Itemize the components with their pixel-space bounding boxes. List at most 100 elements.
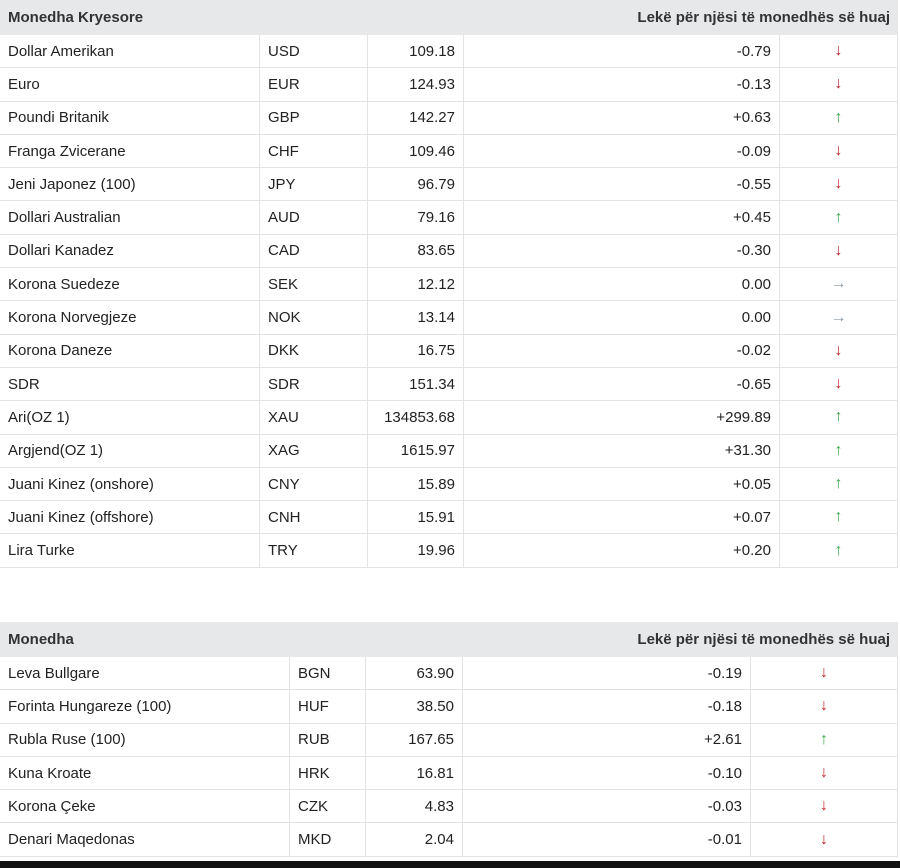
currency-code: RUB [290,723,366,756]
currency-name: Juani Kinez (offshore) [0,501,260,534]
currency-code: CHF [260,134,368,168]
arrow-down-icon: ↓ [780,134,898,168]
table-row: Korona Çeke CZK 4.83 -0.03 ↓ [0,790,898,824]
header-rate-label: Lekë për njësi të monedhës së huaj [637,9,890,26]
table-row: Juani Kinez (onshore) CNY 15.89 +0.05 ↑ [0,467,898,502]
exchange-rate: 83.65 [368,234,464,268]
currency-name: Korona Norvegjeze [0,301,260,334]
arrow-down-icon: ↓ [751,790,898,823]
currency-code: DKK [260,334,368,367]
other-currencies-table: Monedha Lekë për njësi të monedhës së hu… [0,622,898,857]
rate-change: -0.13 [464,68,780,101]
table-body: Leva Bullgare BGN 63.90 -0.19 ↓ Forinta Hunga… [0,657,898,857]
table-row: Forinta Hungareze (100) HUF 38.50 -0.18 ↓ [0,690,898,724]
currency-code: EUR [260,68,368,101]
table-row: Juani Kinez (offshore) CNH 15.91 +0.07 ↑ [0,501,898,535]
table-row: Kuna Kroate HRK 16.81 -0.10 ↓ [0,756,898,791]
table-row: SDR SDR 151.34 -0.65 ↓ [0,367,898,402]
arrow-down-icon: ↓ [751,756,898,790]
arrow-up-icon: ↑ [751,723,898,756]
exchange-rate: 1615.97 [368,434,464,467]
currency-name: Leva Bullgare [0,657,290,690]
currency-name: Ari(OZ 1) [0,401,260,434]
exchange-rate: 142.27 [368,101,464,134]
arrow-down-icon: ↓ [751,690,898,723]
currency-code: BGN [290,657,366,690]
rate-change: -0.65 [464,367,780,401]
exchange-rate: 15.89 [368,467,464,501]
table-row: Dollari Kanadez CAD 83.65 -0.30 ↓ [0,234,898,269]
rate-change: -0.03 [463,790,751,823]
exchange-rate: 151.34 [368,367,464,401]
arrow-down-icon: ↓ [780,68,898,101]
currency-name: Argjend(OZ 1) [0,434,260,467]
rate-change: +299.89 [464,401,780,434]
rate-change: -0.19 [463,657,751,690]
rate-change: 0.00 [464,301,780,334]
rate-change: -0.09 [464,134,780,168]
table-row: Argjend(OZ 1) XAG 1615.97 +31.30 ↑ [0,434,898,468]
exchange-rate: 124.93 [368,68,464,101]
currency-code: CZK [290,790,366,823]
table-row: Dollari Australian AUD 79.16 +0.45 ↑ [0,201,898,235]
table-row: Jeni Japonez (100) JPY 96.79 -0.55 ↓ [0,168,898,202]
exchange-rate: 16.81 [366,756,463,790]
header-rate-label: Lekë për njësi të monedhës së huaj [637,631,890,648]
table-header: Monedha Lekë për njësi të monedhës së hu… [0,622,898,657]
exchange-rate: 38.50 [366,690,463,723]
currency-name: Korona Suedeze [0,268,260,301]
arrow-up-icon: ↑ [780,501,898,534]
arrow-down-icon: ↓ [751,823,898,856]
table-row: Korona Suedeze SEK 12.12 0.00 → [0,268,898,302]
arrow-down-icon: ↓ [780,35,898,68]
currency-name: Korona Çeke [0,790,290,823]
arrow-down-icon: ↓ [751,657,898,690]
rate-change: -0.02 [464,334,780,367]
currency-code: JPY [260,168,368,201]
header-currency-label: Monedha Kryesore [8,9,144,26]
table-row: Korona Daneze DKK 16.75 -0.02 ↓ [0,334,898,368]
currency-name: Dollari Kanadez [0,234,260,268]
currency-code: AUD [260,201,368,234]
arrow-up-icon: ↑ [780,101,898,134]
exchange-rate: 16.75 [368,334,464,367]
table-row: Leva Bullgare BGN 63.90 -0.19 ↓ [0,657,898,691]
exchange-rate: 63.90 [366,657,463,690]
currency-code: MKD [290,823,366,856]
exchange-rate: 96.79 [368,168,464,201]
arrow-down-icon: ↓ [780,168,898,201]
currency-code: XAU [260,401,368,434]
main-currencies-table: Monedha Kryesore Lekë për njësi të moned… [0,0,898,568]
currency-name: Franga Zvicerane [0,134,260,168]
currency-code: NOK [260,301,368,334]
currency-name: Lira Turke [0,534,260,567]
rate-change: -0.30 [464,234,780,268]
rate-change: 0.00 [464,268,780,301]
arrow-down-icon: ↓ [780,367,898,401]
rate-change: +0.05 [464,467,780,501]
currency-code: CAD [260,234,368,268]
rate-change: +31.30 [464,434,780,467]
currency-code: SDR [260,367,368,401]
header-currency-label: Monedha [8,631,74,648]
exchange-rate: 19.96 [368,534,464,567]
rate-change: -0.55 [464,168,780,201]
table-row: Rubla Ruse (100) RUB 167.65 +2.61 ↑ [0,723,898,757]
exchange-rate: 134853.68 [368,401,464,434]
currency-code: HUF [290,690,366,723]
exchange-rate: 79.16 [368,201,464,234]
exchange-rate: 15.91 [368,501,464,534]
bottom-bar [0,861,900,868]
currency-name: Jeni Japonez (100) [0,168,260,201]
currency-code: CNY [260,467,368,501]
arrow-down-icon: ↓ [780,334,898,367]
currency-name: Dollar Amerikan [0,35,260,68]
currency-name: Poundi Britanik [0,101,260,134]
currency-code: USD [260,35,368,68]
exchange-rate: 167.65 [366,723,463,756]
arrow-up-icon: ↑ [780,534,898,567]
table-row: Poundi Britanik GBP 142.27 +0.63 ↑ [0,101,898,135]
currency-code: CNH [260,501,368,534]
rate-change: +2.61 [463,723,751,756]
table-row: Euro EUR 124.93 -0.13 ↓ [0,68,898,102]
